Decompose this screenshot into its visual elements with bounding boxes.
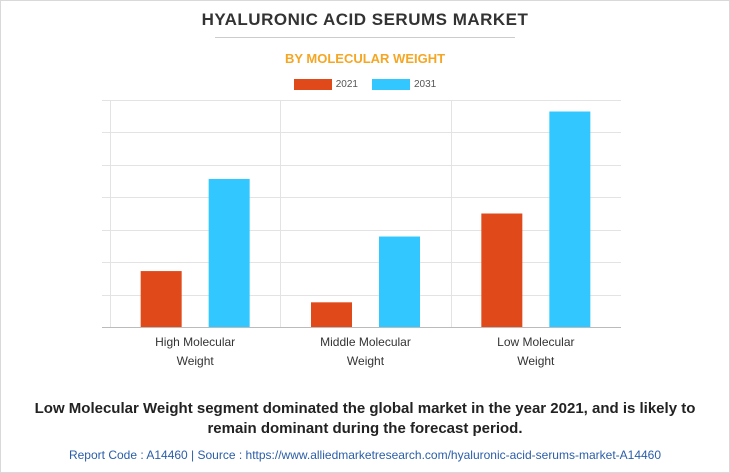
legend-item-2031[interactable]: 2031: [372, 79, 436, 90]
x-tick-label: Weight: [517, 354, 555, 368]
report-source-footer[interactable]: Report Code : A14460 | Source : https://…: [68, 448, 662, 462]
legend-item-2021[interactable]: 2021: [293, 79, 358, 90]
legend-swatch-2021: [293, 79, 332, 90]
bar-2021-0: [140, 271, 182, 327]
bar-2031-1: [379, 236, 420, 327]
bar-2021-2: [481, 213, 523, 327]
bar-2021-1: [311, 302, 352, 327]
bar-2031-0: [208, 178, 250, 327]
x-tick-label: Low Molecular: [497, 335, 574, 349]
x-tick-label: Weight: [177, 354, 215, 368]
legend-label-2021: 2021: [335, 79, 358, 90]
chart-caption: Low Molecular Weight segment dominated t…: [0, 399, 730, 439]
chart-title: HYALURONIC ACID SERUMS MARKET: [201, 10, 529, 29]
x-tick-label: Middle Molecular: [320, 335, 411, 349]
bar-chart: High Molecular Weight Middle Molecular Weig…: [102, 100, 621, 368]
caption-line-1: Low Molecular Weight segment dominated t…: [34, 400, 696, 417]
bar-2031-2: [549, 111, 591, 327]
x-tick-label: Weight: [347, 354, 385, 368]
caption-line-2: remain dominant during the forecast peri…: [207, 420, 523, 437]
legend-swatch-2031: [372, 79, 410, 90]
x-tick-label: High Molecular: [155, 335, 235, 349]
title-divider: [215, 37, 515, 38]
chart-legend: 2021 2031: [0, 79, 730, 90]
chart-subtitle: BY MOLECULAR WEIGHT: [284, 51, 446, 66]
legend-label-2031: 2031: [414, 79, 437, 90]
